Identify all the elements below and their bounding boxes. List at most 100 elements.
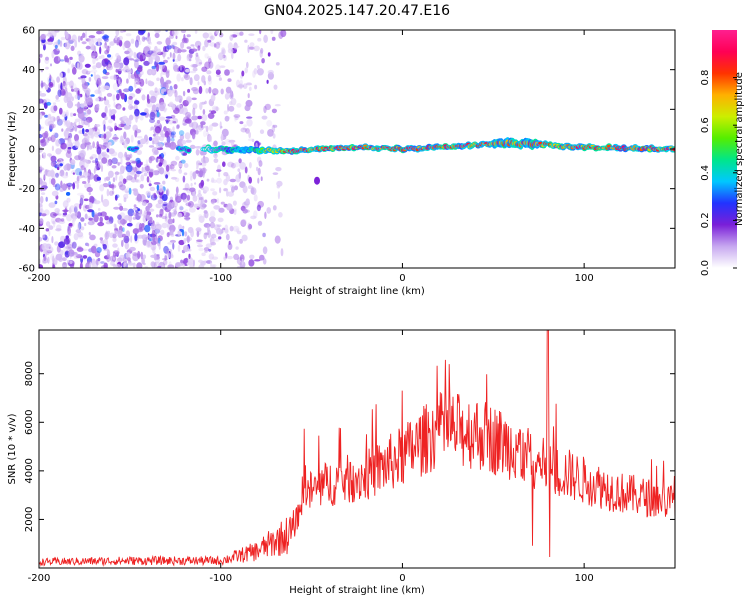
noise-blob xyxy=(264,103,271,111)
noise-blob xyxy=(174,89,178,99)
noise-blob xyxy=(211,198,216,205)
noise-blob xyxy=(217,41,222,46)
noise-blob xyxy=(180,30,187,34)
noise-blob xyxy=(145,236,152,240)
noise-blob xyxy=(211,105,218,112)
noise-blob xyxy=(107,141,112,146)
noise-blob xyxy=(155,203,163,209)
noise-blob xyxy=(156,141,162,149)
noise-blob xyxy=(226,255,233,260)
noise-blob xyxy=(239,121,244,125)
noise-blob xyxy=(96,141,99,148)
noise-blob xyxy=(42,137,46,143)
noise-blob xyxy=(229,34,234,41)
noise-blob xyxy=(224,228,229,233)
noise-blob xyxy=(166,232,170,238)
noise-blob xyxy=(139,78,145,87)
noise-blob xyxy=(204,199,208,203)
noise-blob xyxy=(80,75,87,79)
noise-blob xyxy=(88,231,91,236)
noise-blob xyxy=(221,141,226,146)
noise-blob xyxy=(128,50,134,57)
noise-blob xyxy=(162,180,166,185)
noise-blob xyxy=(220,201,225,205)
noise-blob xyxy=(101,194,104,203)
noise-blob xyxy=(52,220,56,224)
noise-blob xyxy=(116,93,120,101)
noise-blob xyxy=(177,162,184,168)
noise-blob xyxy=(177,244,181,252)
colorbar-tick-label: 0.8 xyxy=(700,70,711,86)
noise-blob xyxy=(242,127,247,131)
noise-blob xyxy=(113,62,121,69)
noise-blob xyxy=(144,108,149,114)
noise-blob xyxy=(229,69,235,73)
noise-blob xyxy=(52,255,55,264)
noise-blob xyxy=(124,215,130,221)
noise-blob xyxy=(67,147,72,150)
noise-blob xyxy=(127,257,131,261)
noise-blob xyxy=(144,224,151,233)
noise-blob xyxy=(240,127,247,133)
noise-blob xyxy=(107,158,113,166)
noise-blob xyxy=(216,169,222,173)
noise-blob xyxy=(205,125,209,133)
colorbar-tick-label: 0.4 xyxy=(700,165,711,181)
noise-blob xyxy=(253,259,261,262)
noise-blob xyxy=(208,124,213,132)
noise-blob xyxy=(156,111,160,118)
noise-blob xyxy=(139,114,144,121)
noise-blob xyxy=(251,138,255,143)
noise-blob xyxy=(189,187,196,193)
noise-blob xyxy=(74,155,82,161)
noise-blob xyxy=(147,232,150,240)
noise-blob xyxy=(194,30,198,34)
noise-blob xyxy=(182,90,186,97)
noise-blob xyxy=(47,136,52,141)
noise-blob xyxy=(267,69,274,75)
noise-blob xyxy=(253,210,258,219)
noise-blob xyxy=(99,162,103,166)
noise-blob xyxy=(215,69,221,75)
colorbar-scale xyxy=(712,30,737,268)
noise-blob xyxy=(92,57,96,65)
noise-blob xyxy=(155,111,161,118)
noise-blob xyxy=(39,218,44,225)
noise-blob xyxy=(103,124,106,132)
noise-blob xyxy=(69,38,76,42)
noise-blob xyxy=(108,148,115,155)
noise-blob xyxy=(84,222,87,227)
noise-blob xyxy=(66,141,73,150)
noise-blob xyxy=(263,34,268,44)
noise-blob xyxy=(117,105,122,110)
noise-blob xyxy=(107,103,111,108)
noise-blob xyxy=(150,223,157,230)
noise-blob xyxy=(244,67,248,74)
noise-blob xyxy=(99,46,102,55)
noise-blob xyxy=(151,262,155,268)
noise-blob xyxy=(260,47,264,54)
noise-blob xyxy=(154,30,161,34)
y-tick-label: 20 xyxy=(22,105,35,116)
noise-blob xyxy=(209,237,215,246)
noise-blob xyxy=(48,177,52,185)
noise-blob xyxy=(172,209,177,212)
noise-blob xyxy=(93,214,99,223)
x-tick-label: -100 xyxy=(209,273,232,284)
noise-blob xyxy=(116,90,121,93)
noise-blob xyxy=(139,209,143,215)
noise-blob xyxy=(96,77,102,85)
noise-blob xyxy=(100,54,105,59)
noise-blob xyxy=(210,179,218,184)
noise-blob xyxy=(261,115,268,120)
noise-blob xyxy=(120,156,123,165)
noise-blob xyxy=(128,114,134,121)
noise-blob xyxy=(69,260,73,264)
noise-blob xyxy=(171,132,175,139)
noise-blob xyxy=(194,146,202,149)
noise-blob xyxy=(186,194,191,201)
noise-blob xyxy=(66,57,70,63)
noise-blob xyxy=(240,219,247,227)
noise-blob xyxy=(41,185,48,190)
noise-blob xyxy=(266,120,273,127)
